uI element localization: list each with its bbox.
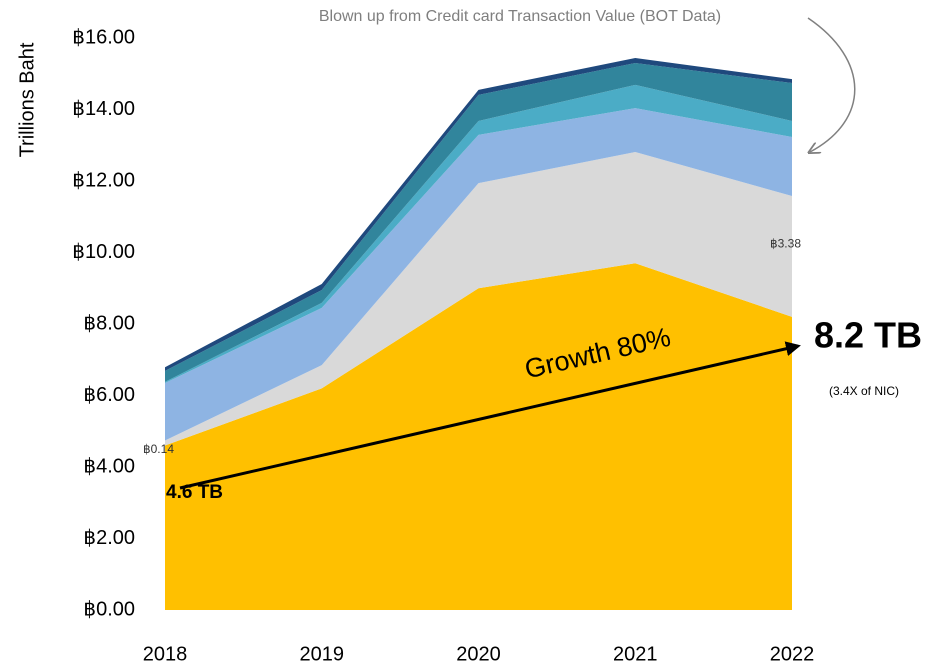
- plot-area: [165, 58, 792, 610]
- area: [165, 108, 792, 441]
- value-label: ฿3.38: [770, 237, 801, 251]
- curved-arrow: [808, 17, 856, 152]
- y-tick-label: ฿16.00: [72, 26, 135, 48]
- area: [165, 63, 792, 382]
- x-tick-label: 2022: [770, 643, 815, 665]
- y-tick-label: ฿14.00: [72, 98, 135, 120]
- x-tick-label: 2021: [613, 643, 658, 665]
- area: [165, 152, 792, 446]
- growth-arrow: [179, 341, 801, 490]
- y-tick-label: ฿12.00: [72, 169, 135, 191]
- x-tick-label: 2019: [300, 643, 345, 665]
- end-label: 8.2 TB: [814, 315, 922, 356]
- y-tick-label: ฿4.00: [83, 455, 135, 477]
- start-label: 4.6 TB: [166, 482, 223, 503]
- y-tick-label: ฿8.00: [83, 312, 135, 334]
- value-label: ฿0.14: [143, 442, 174, 456]
- y-tick-label: ฿10.00: [72, 241, 135, 263]
- x-tick-label: 2018: [143, 643, 188, 665]
- y-tick-label: ฿6.00: [83, 384, 135, 406]
- y-axis-label: Trillions Baht: [16, 42, 38, 157]
- y-tick-label: ฿0.00: [83, 598, 135, 620]
- y-tick-label: ฿2.00: [83, 527, 135, 549]
- area: [165, 84, 792, 383]
- x-tick-label: 2020: [456, 643, 501, 665]
- area: [165, 263, 792, 610]
- end-note: (3.4X of NIC): [829, 384, 899, 398]
- source-note: Blown up from Credit card Transaction Va…: [319, 8, 721, 25]
